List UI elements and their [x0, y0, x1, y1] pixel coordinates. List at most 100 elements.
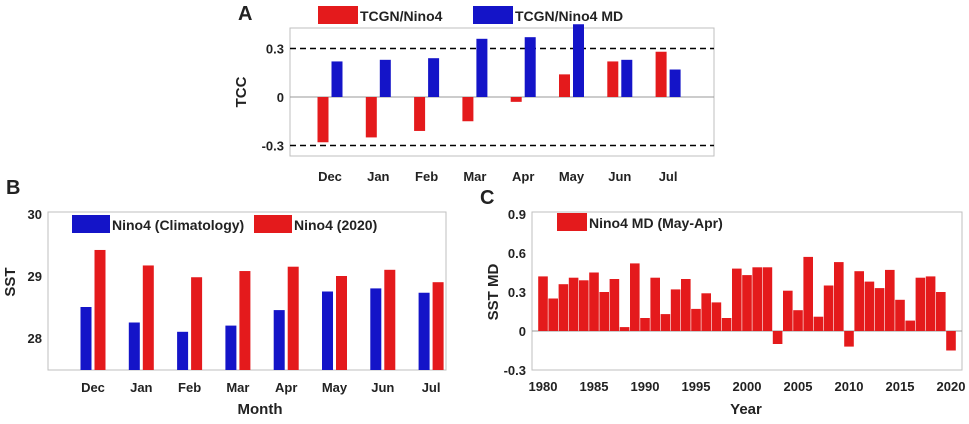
legend-swatch-nino4-2020: [254, 215, 292, 233]
bar-nino4-md-2016: [905, 320, 915, 331]
bar-tcgn-nino4-md-mar: [476, 38, 488, 97]
bar-nino4-climatology-may: [322, 291, 333, 370]
bar-nino4-md-1997: [711, 302, 722, 331]
bar-nino4-2020-jul: [432, 282, 444, 370]
panel-c-x-tick-label: 2010: [835, 379, 864, 394]
bar-nino4-md-2003: [772, 331, 783, 344]
bar-nino4-md-1981: [548, 298, 558, 331]
legend-label-tcgn-nino4: TCGN/Nino4: [360, 8, 443, 24]
panel-a-chart: A -0.300.3 Dec Jan Feb Mar Apr May Jun Jul TCC …: [233, 3, 715, 184]
bar-nino4-md-1989: [630, 263, 640, 331]
panel-c-bars: [538, 256, 956, 351]
panel-b-x-ticks: Dec Jan Feb Mar Apr May Jun Jul: [81, 380, 440, 395]
panel-a-x-tick-label: Mar: [463, 169, 486, 184]
bar-nino4-md-2007: [813, 316, 824, 331]
bar-nino4-2020-may: [336, 276, 347, 370]
bar-nino4-climatology-apr: [273, 310, 285, 370]
panel-c-y-tick-label: -0.3: [504, 363, 526, 378]
panel-c-y-tick-label: 0.6: [508, 246, 526, 261]
bar-nino4-md-2013: [874, 288, 885, 331]
panel-b-x-tick-label: Jul: [422, 380, 441, 395]
bar-nino4-md-2010: [844, 331, 854, 347]
panel-a-frame: [289, 27, 715, 157]
panel-a-x-ticks: Dec Jan Feb Mar Apr May Jun Jul: [318, 169, 677, 184]
panel-b-y-ticks: 28 29 30: [28, 207, 42, 346]
panel-c-y-tick-label: 0.9: [508, 207, 526, 222]
panel-c-x-tick-label: 2015: [886, 379, 915, 394]
bar-nino4-md-1993: [670, 289, 681, 331]
bar-nino4-md-2002: [762, 267, 773, 331]
bar-nino4-md-2005: [793, 310, 803, 331]
panel-b-label: B: [6, 177, 20, 199]
bar-nino4-md-1998: [721, 318, 732, 331]
bar-nino4-md-2001: [752, 267, 762, 331]
panel-b-chart: B 28 29 30 Dec Jan Feb Mar Apr May Jun Jul SST Mo…: [2, 177, 447, 418]
panel-b-bars: [80, 249, 444, 370]
panel-b-x-axis-label: Month: [238, 401, 283, 418]
bar-nino4-md-2012: [864, 281, 875, 331]
panel-a-x-tick-label: Feb: [415, 169, 438, 184]
bar-nino4-md-1986: [599, 292, 609, 331]
panel-b-y-tick-label: 28: [28, 331, 42, 346]
panel-c-y-axis-label: SST MD: [485, 264, 502, 321]
bar-tcgn-nino4-jun: [607, 61, 619, 97]
panel-b-legend: Nino4 (Climatology) Nino4 (2020): [72, 215, 377, 233]
bar-tcgn-nino4-jan: [365, 97, 377, 138]
panel-a-legend: TCGN/Nino4 TCGN/Nino4 MD: [318, 6, 623, 24]
legend-label-nino4-climatology: Nino4 (Climatology): [112, 217, 244, 233]
bar-nino4-md-2017: [915, 277, 926, 331]
panel-b-x-tick-label: Mar: [226, 380, 249, 395]
panel-c-x-tick-label: 1985: [580, 379, 609, 394]
bar-nino4-md-2014: [885, 269, 895, 331]
bar-tcgn-nino4-may: [559, 74, 570, 97]
panel-b-x-tick-label: May: [322, 380, 348, 395]
bar-tcgn-nino4-md-jun: [621, 59, 633, 97]
panel-c-x-tick-label: 1980: [529, 379, 558, 394]
bar-nino4-md-2018: [925, 276, 936, 331]
legend-swatch-tcgn-nino4: [318, 6, 358, 24]
legend-label-nino4-md: Nino4 MD (May-Apr): [589, 215, 723, 231]
bar-tcgn-nino4-md-jan: [379, 59, 391, 97]
bar-nino4-md-1988: [619, 327, 630, 331]
panel-c-x-tick-label: 2020: [937, 379, 966, 394]
bar-nino4-md-2015: [895, 299, 905, 331]
bar-nino4-md-2006: [803, 256, 813, 331]
bar-nino4-climatology-mar: [225, 325, 237, 370]
bar-nino4-md-2000: [742, 275, 752, 331]
panel-c-y-tick-label: 0.3: [508, 285, 526, 300]
panel-c-y-ticks: -0.3 0 0.3 0.6 0.9: [504, 207, 526, 378]
bar-nino4-climatology-jul: [418, 292, 430, 370]
panel-b-x-tick-label: Apr: [275, 380, 297, 395]
bar-nino4-2020-jan: [142, 265, 154, 370]
bar-nino4-md-1983: [568, 277, 579, 331]
bar-tcgn-nino4-dec: [317, 97, 329, 143]
bar-nino4-md-1984: [579, 280, 589, 331]
bar-nino4-md-2008: [823, 285, 834, 331]
panel-a-x-tick-label: Jul: [659, 169, 678, 184]
bar-nino4-md-1990: [640, 318, 650, 331]
bar-tcgn-nino4-md-may: [573, 24, 584, 97]
bar-nino4-md-1999: [732, 268, 742, 331]
panel-a-y-tick-label: -0.3: [262, 139, 284, 154]
panel-b-y-axis-label: SST: [2, 267, 19, 296]
bar-tcgn-nino4-mar: [462, 97, 474, 122]
panel-c-x-tick-label: 2000: [733, 379, 762, 394]
bar-nino4-md-1987: [609, 279, 620, 331]
legend-swatch-tcgn-nino4-md: [473, 6, 513, 24]
panel-c-label: C: [480, 187, 494, 209]
panel-a-x-tick-label: Apr: [512, 169, 534, 184]
legend-label-tcgn-nino4-md: TCGN/Nino4 MD: [515, 8, 623, 24]
panel-a-x-tick-label: Jun: [608, 169, 631, 184]
panel-c-y-tick-label: 0: [519, 324, 526, 339]
panel-b-y-tick-label: 30: [28, 207, 42, 222]
legend-swatch-nino4-md: [557, 213, 587, 231]
panel-c-legend: Nino4 MD (May-Apr): [557, 213, 723, 231]
panel-a-y-tick-label: 0.3: [266, 42, 284, 57]
bar-nino4-md-2020: [946, 331, 956, 351]
bar-nino4-climatology-jun: [370, 288, 382, 370]
bar-tcgn-nino4-md-apr: [524, 37, 536, 97]
panel-b-x-tick-label: Feb: [178, 380, 201, 395]
panel-c-x-tick-label: 1990: [631, 379, 660, 394]
panel-c-x-axis-label: Year: [730, 401, 762, 418]
